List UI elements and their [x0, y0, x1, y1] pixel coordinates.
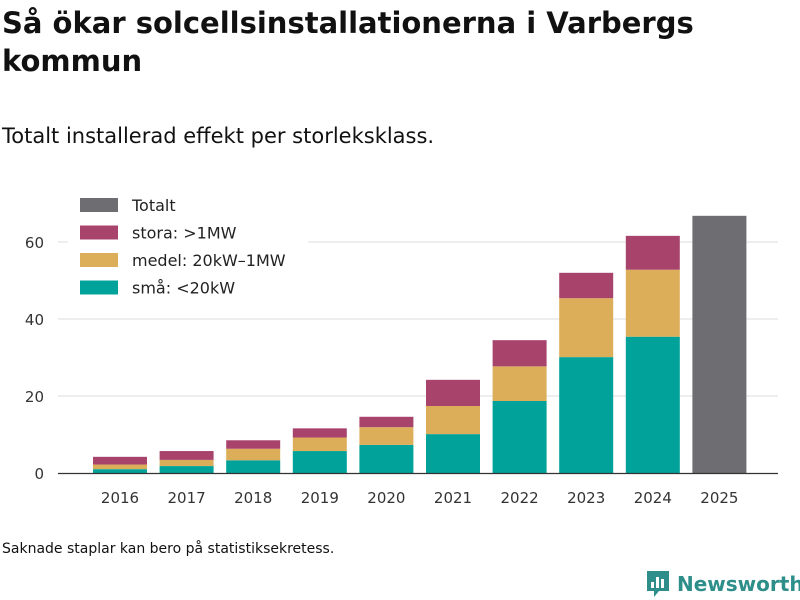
bar-2024-stora	[625, 235, 680, 270]
bar-2021-stora	[426, 379, 480, 407]
bar-2016-medel	[93, 464, 147, 470]
y-tick-label-0: 0	[34, 465, 44, 483]
bar-2022-stora	[492, 340, 547, 367]
legend-label-0: Totalt	[131, 196, 176, 215]
brand-logo: Newsworthy	[645, 569, 800, 599]
bar-2020-små	[359, 444, 414, 473]
bar-2022-små	[492, 401, 547, 473]
bar-2023-små	[559, 357, 614, 473]
legend-label-3: små: <20kW	[132, 279, 235, 298]
bar-2024-små	[625, 336, 680, 473]
bar-2017-medel	[159, 459, 214, 467]
bar-2019-små	[292, 451, 347, 473]
bar-2023-stora	[559, 272, 614, 299]
x-tick-label-2017: 2017	[168, 489, 206, 507]
y-tick-label-20: 20	[25, 388, 44, 406]
x-tick-label-2019: 2019	[301, 489, 339, 507]
bar-2017-små	[159, 466, 214, 473]
chart-subtitle: Totalt installerad effekt per storlekskl…	[2, 124, 435, 148]
y-tick-label-60: 60	[25, 234, 44, 252]
legend-swatch-3	[80, 280, 118, 295]
y-tick-label-40: 40	[25, 311, 44, 329]
bar-2020-stora	[359, 416, 414, 428]
bar-2021-medel	[426, 406, 480, 435]
legend-swatch-1	[80, 225, 118, 240]
bar-2023-medel	[559, 298, 614, 358]
chart-title: Så ökar solcellsinstallationerna i Varbe…	[2, 6, 694, 78]
x-tick-label-2024: 2024	[634, 489, 672, 507]
legend-swatch-0	[80, 198, 118, 212]
bar-2025-totalt	[692, 215, 747, 473]
x-tick-label-2022: 2022	[501, 489, 539, 507]
bar-2021-små	[426, 434, 480, 473]
bar-2018-medel	[226, 448, 281, 461]
footnote: Saknade staplar kan bero på statistiksek…	[2, 541, 335, 557]
x-tick-label-2025: 2025	[700, 489, 738, 507]
bar-2020-medel	[359, 427, 414, 445]
legend-label-2: medel: 20kW–1MW	[132, 251, 286, 270]
bar-2017-stora	[159, 451, 214, 460]
bar-2019-stora	[292, 428, 347, 438]
x-tick-label-2023: 2023	[567, 489, 605, 507]
legend-swatch-2	[80, 253, 118, 267]
bar-2022-medel	[492, 366, 547, 402]
legend-label-1: stora: >1MW	[132, 224, 237, 243]
brand-name: Newsworthy	[677, 572, 800, 596]
bar-chart: 0 20 40 60 2016 2017 2018 2019 2020 2021 2022 2023 2…	[24, 196, 778, 507]
bar-chart-logo-icon	[647, 571, 669, 597]
bar-2024-medel	[625, 269, 680, 337]
bar-2016-stora	[93, 456, 147, 465]
bar-2018-små	[226, 460, 281, 473]
x-tick-label-2021: 2021	[434, 489, 472, 507]
bar-2018-stora	[226, 440, 281, 449]
x-tick-label-2020: 2020	[367, 489, 405, 507]
bar-2016-små	[93, 469, 147, 473]
bar-2019-medel	[292, 437, 347, 452]
x-tick-label-2016: 2016	[101, 489, 139, 507]
x-tick-label-2018: 2018	[234, 489, 272, 507]
